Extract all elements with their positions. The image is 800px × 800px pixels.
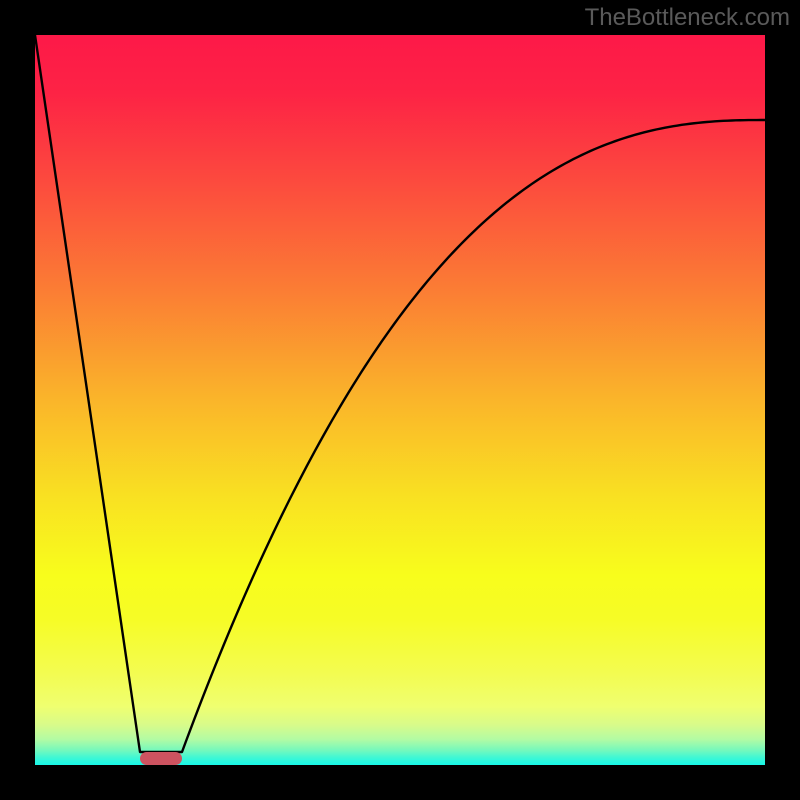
bottleneck-chart: [0, 0, 800, 800]
chart-container: TheBottleneck.com: [0, 0, 800, 800]
watermark-text: TheBottleneck.com: [585, 4, 790, 32]
valley-marker: [140, 752, 182, 765]
